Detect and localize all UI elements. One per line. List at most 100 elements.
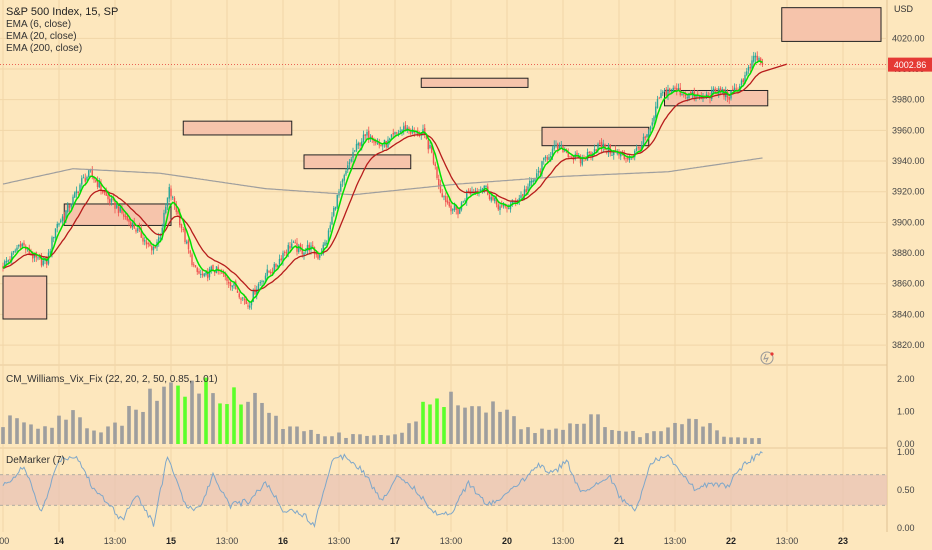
vix-fix-bar bbox=[169, 382, 173, 444]
candle-body bbox=[501, 205, 503, 207]
demarker-panel bbox=[0, 451, 887, 529]
candle-body bbox=[33, 253, 36, 258]
candle-body bbox=[616, 152, 618, 154]
x-tick-label: 13:00 bbox=[328, 536, 351, 546]
candle-body bbox=[366, 132, 368, 136]
vix-fix-bars bbox=[1, 377, 761, 444]
candle-body bbox=[424, 127, 426, 134]
candle-body bbox=[72, 196, 74, 205]
candle-body bbox=[761, 62, 764, 65]
vix-fix-bar bbox=[260, 402, 264, 444]
vix-fix-bar bbox=[106, 426, 110, 444]
candle-body bbox=[229, 282, 232, 286]
candle-body bbox=[445, 196, 447, 202]
candle-body bbox=[228, 281, 230, 284]
vix-fix-bar bbox=[155, 400, 159, 444]
vix-fix-bar bbox=[757, 438, 761, 444]
candle-body bbox=[373, 139, 375, 143]
candle-body bbox=[410, 131, 412, 134]
candle-body bbox=[355, 144, 358, 151]
candle-body bbox=[683, 93, 685, 95]
candle-body bbox=[565, 151, 568, 153]
alert-icon bbox=[760, 351, 774, 365]
candle-body bbox=[256, 289, 258, 295]
candle-body bbox=[119, 206, 121, 212]
candle-body bbox=[436, 167, 438, 178]
candle-body bbox=[208, 269, 211, 278]
candle-body bbox=[522, 194, 524, 196]
candle-body bbox=[555, 144, 557, 146]
candle-body bbox=[581, 157, 583, 165]
candle-body bbox=[532, 180, 534, 183]
candle-body bbox=[404, 124, 407, 130]
candle-body bbox=[502, 204, 505, 207]
vix-tick-label: 1.00 bbox=[897, 406, 915, 416]
candle-body bbox=[595, 149, 597, 151]
candle-body bbox=[352, 152, 354, 158]
candle-body bbox=[247, 305, 249, 307]
y-tick-label: 3880.00 bbox=[892, 248, 925, 258]
vix-fix-bar bbox=[561, 429, 565, 444]
candle-body bbox=[340, 183, 342, 192]
demarker-label: DeMarker (7) bbox=[6, 455, 65, 466]
candle-body bbox=[193, 264, 195, 266]
zone-box bbox=[182, 120, 293, 136]
candle-body bbox=[137, 228, 139, 232]
vix-fix-bar bbox=[491, 401, 495, 444]
candle-body bbox=[184, 228, 186, 243]
candle-body bbox=[753, 55, 755, 62]
candle-body bbox=[403, 126, 405, 130]
vix-fix-bar bbox=[50, 427, 54, 444]
candle-body bbox=[96, 180, 99, 188]
y-tick-label: 3840.00 bbox=[892, 309, 925, 319]
candle-body bbox=[107, 194, 109, 200]
candle-body bbox=[698, 95, 701, 98]
candle-body bbox=[751, 60, 753, 69]
candle-body bbox=[273, 263, 275, 272]
vix-fix-bar bbox=[659, 431, 663, 444]
candle-body bbox=[19, 243, 22, 247]
candle-body bbox=[551, 148, 554, 156]
vix-fix-bar bbox=[309, 429, 313, 444]
candle-body bbox=[201, 273, 204, 276]
candle-body bbox=[700, 96, 702, 99]
candle-body bbox=[32, 255, 34, 259]
candle-body bbox=[464, 200, 466, 202]
candle-body bbox=[40, 256, 43, 266]
candle-body bbox=[656, 99, 659, 108]
candle-body bbox=[187, 240, 190, 250]
vix-fix-bar bbox=[533, 433, 537, 444]
y-tick-label: 3940.00 bbox=[892, 156, 925, 166]
vix-fix-bar bbox=[680, 424, 684, 444]
vix-fix-label: CM_Williams_Vix_Fix (22, 20, 2, 50, 0.85… bbox=[6, 374, 218, 385]
y-tick-label: 3920.00 bbox=[892, 187, 925, 197]
candle-body bbox=[621, 154, 624, 156]
candle-body bbox=[389, 138, 391, 140]
candle-body bbox=[308, 244, 310, 251]
vix-fix-bar bbox=[246, 401, 250, 444]
candle-body bbox=[760, 58, 762, 63]
candle-body bbox=[453, 204, 456, 211]
candle-body bbox=[186, 241, 188, 244]
candle-body bbox=[599, 142, 601, 144]
vix-fix-bar bbox=[288, 426, 292, 444]
candle-body bbox=[485, 186, 487, 188]
vix-fix-bar bbox=[694, 419, 698, 444]
candle-body bbox=[292, 241, 295, 243]
candle-body bbox=[128, 219, 130, 222]
candle-body bbox=[544, 156, 547, 158]
vix-fix-bar bbox=[512, 416, 516, 444]
candle-body bbox=[712, 88, 715, 93]
vix-fix-bar bbox=[190, 380, 194, 444]
candle-body bbox=[513, 201, 515, 203]
candle-body bbox=[560, 144, 562, 147]
candle-body bbox=[84, 178, 86, 182]
candle-body bbox=[180, 224, 183, 229]
candle-body bbox=[121, 208, 123, 214]
vix-fix-bar bbox=[463, 407, 467, 444]
candle-body bbox=[681, 94, 683, 96]
candle-body bbox=[509, 204, 512, 210]
candle-body bbox=[749, 66, 751, 69]
candle-body bbox=[665, 89, 667, 96]
